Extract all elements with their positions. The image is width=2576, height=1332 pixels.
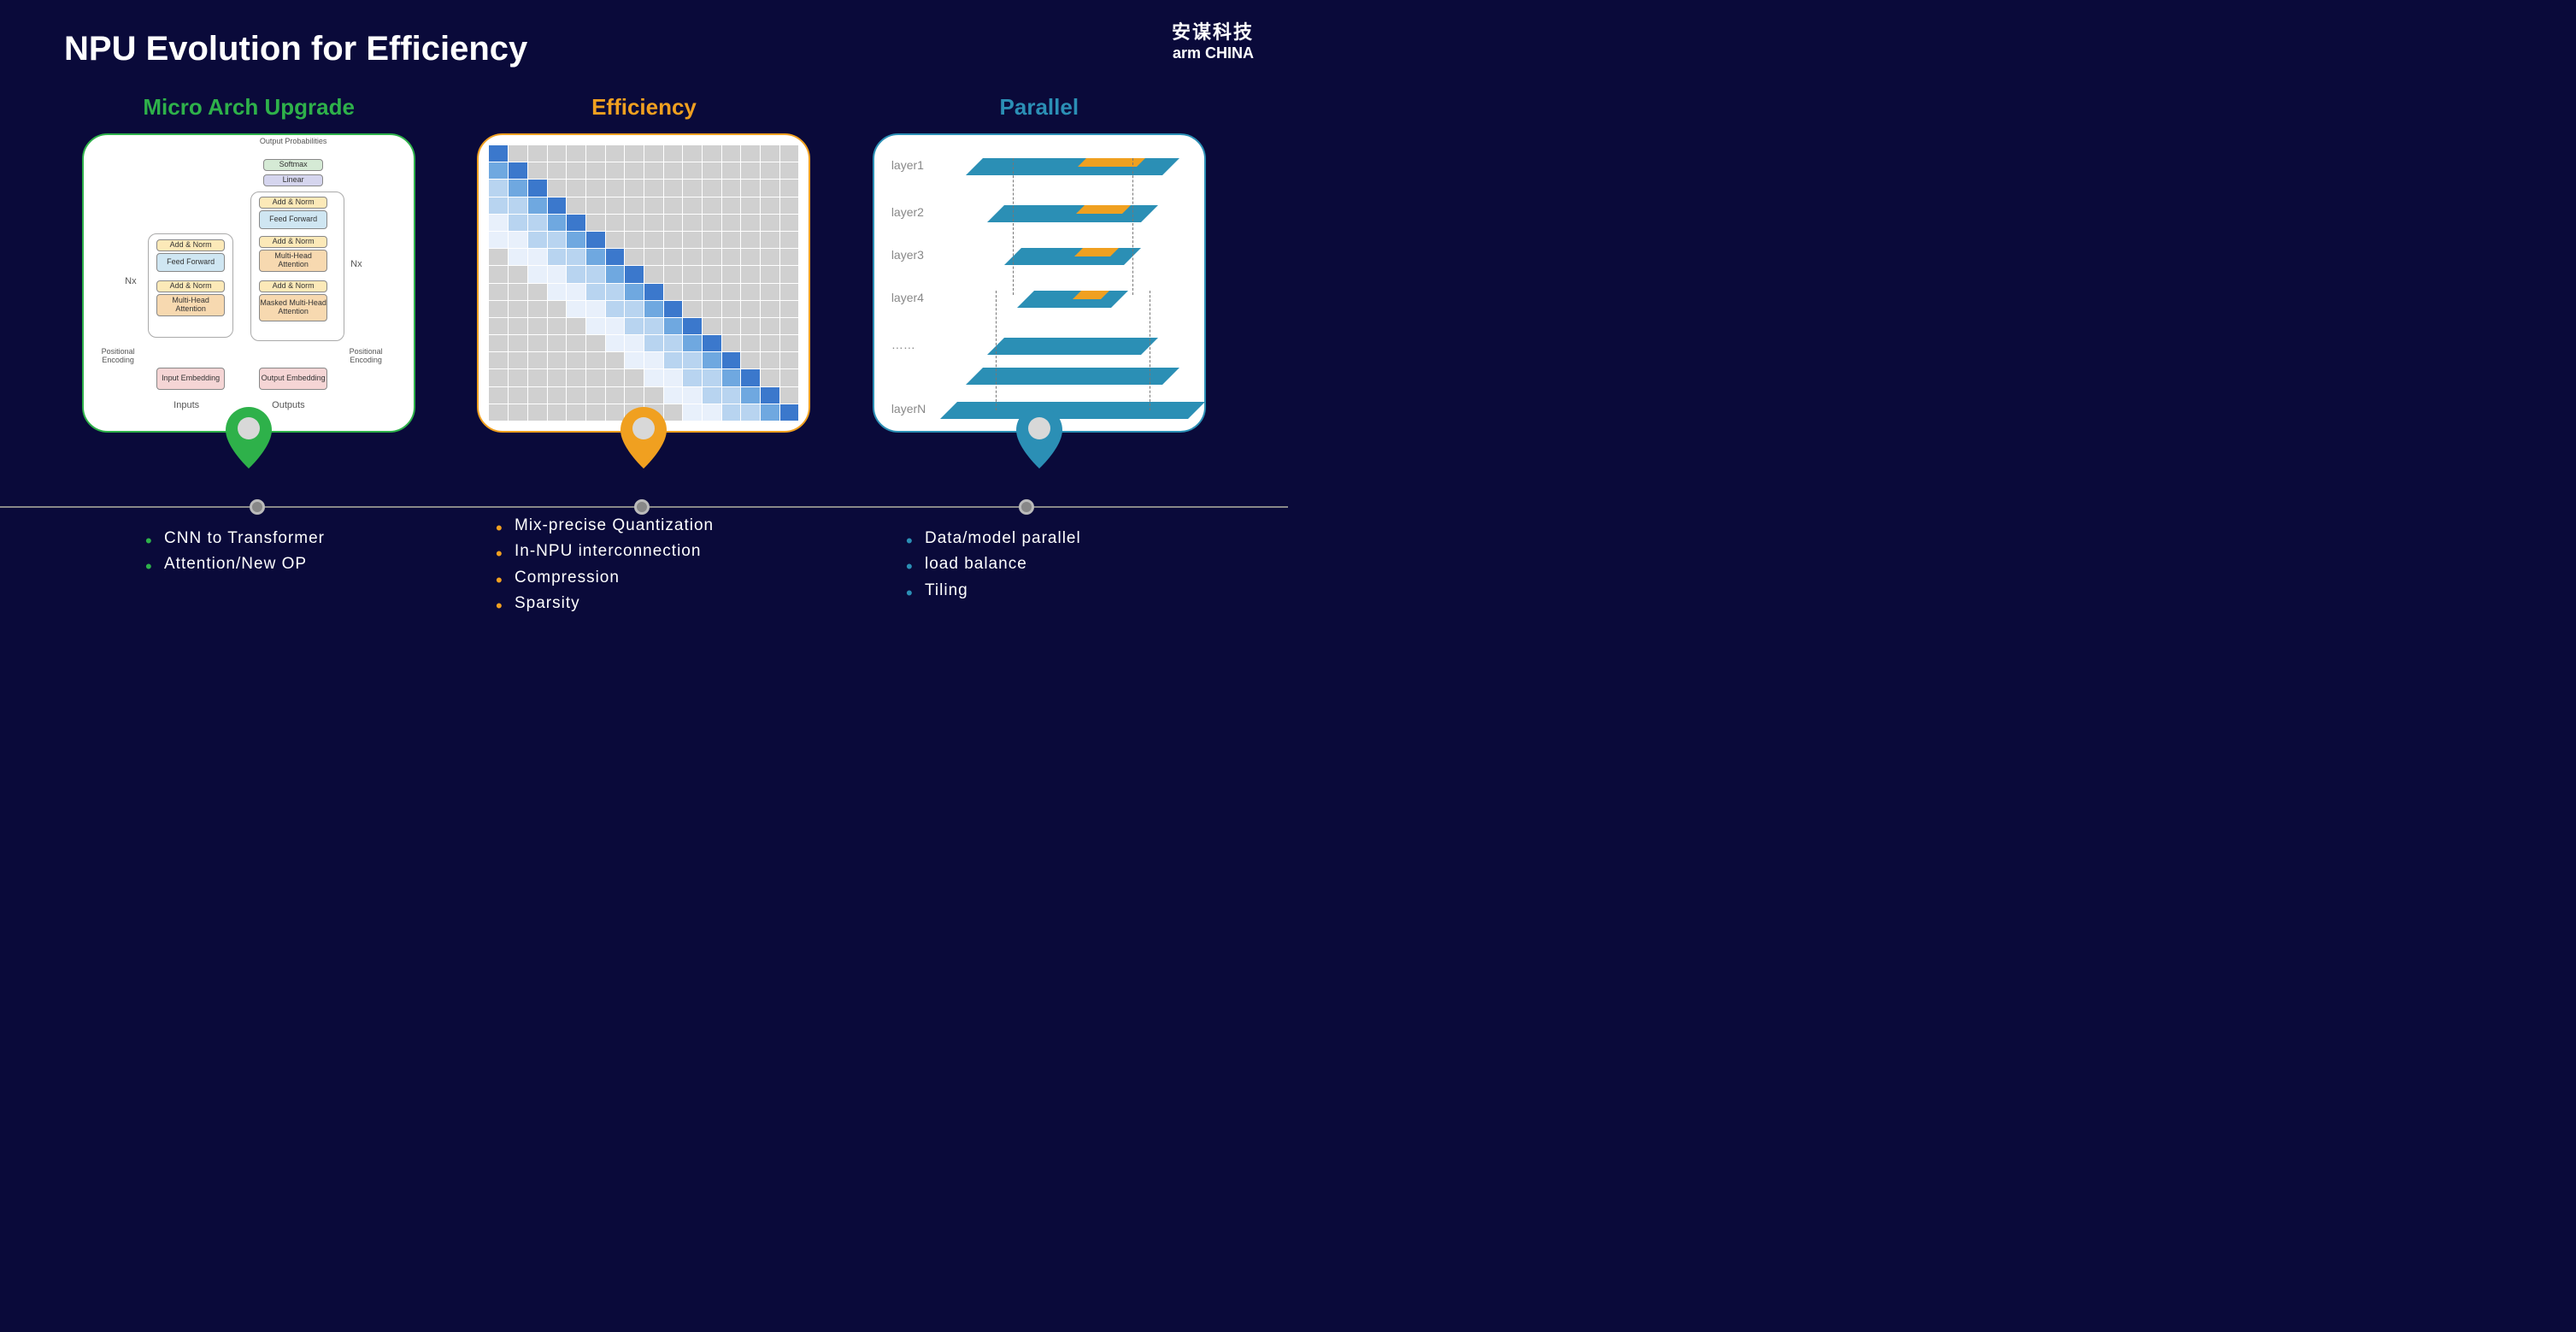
timeline-dot-3 xyxy=(1019,499,1034,515)
tfx-enc-ff: Feed Forward xyxy=(156,253,225,272)
bullet: Tiling xyxy=(906,578,1081,604)
tfx-inputs: Inputs xyxy=(173,400,199,410)
bullets-efficiency: Mix-precise Quantization In-NPU intercon… xyxy=(496,513,714,617)
sparsity-heatmap xyxy=(489,145,798,421)
layers-diagram: layer1 layer2 layer3 layer4 …… layerN xyxy=(885,145,1194,421)
tfx-enc-addnorm1: Add & Norm xyxy=(156,239,225,251)
layer-label: …… xyxy=(891,338,915,351)
col-header-efficiency: Efficiency xyxy=(591,94,697,121)
layer-plane xyxy=(987,338,1158,355)
tfx-linear: Linear xyxy=(263,174,323,186)
layer-plane xyxy=(966,368,1179,385)
layer-plane xyxy=(1004,248,1141,265)
layer-plane xyxy=(966,158,1179,175)
layer-highlight xyxy=(1078,158,1145,167)
tfx-dec-nx: Nx xyxy=(350,259,362,269)
tfx-dec-mmha: Masked Multi-Head Attention xyxy=(259,294,327,321)
bullet: Attention/New OP xyxy=(145,551,325,577)
bullet: load balance xyxy=(906,551,1081,577)
layer-highlight xyxy=(1076,205,1131,214)
layer-label: layerN xyxy=(891,402,926,416)
col-parallel: Parallel layer1layer2layer3layer4……layer… xyxy=(856,94,1223,469)
pin-icon-blue xyxy=(1016,407,1062,469)
logo-cn: 安谋科技 xyxy=(1172,17,1254,44)
tfx-dec-addnorm3: Add & Norm xyxy=(259,280,327,292)
tfx-softmax: Softmax xyxy=(263,159,323,171)
columns-row: Micro Arch Upgrade Output Probabilities … xyxy=(0,94,1288,469)
col-header-parallel: Parallel xyxy=(1000,94,1079,121)
bullet: Compression xyxy=(496,565,714,591)
page-title: NPU Evolution for Efficiency xyxy=(64,30,527,68)
card-transformer: Output Probabilities Softmax Linear Add … xyxy=(82,133,415,433)
pin-icon-green xyxy=(226,407,272,469)
bullet: In-NPU interconnection xyxy=(496,539,714,564)
tfx-enc-posenc: Positional Encoding xyxy=(92,347,144,364)
col-micro-arch: Micro Arch Upgrade Output Probabilities … xyxy=(65,94,432,469)
bullet: Sparsity xyxy=(496,591,714,616)
tfx-dec-mha: Multi-Head Attention xyxy=(259,250,327,272)
tfx-enc-nx: Nx xyxy=(125,276,136,286)
timeline xyxy=(0,506,1288,508)
card-layers: layer1 layer2 layer3 layer4 …… layerN xyxy=(873,133,1206,433)
col-efficiency: Efficiency xyxy=(460,94,827,469)
tfx-enc-mha: Multi-Head Attention xyxy=(156,294,225,316)
col-header-micro-arch: Micro Arch Upgrade xyxy=(143,94,355,121)
layer-plane xyxy=(1017,291,1128,308)
timeline-dot-1 xyxy=(250,499,265,515)
tfx-output-prob: Output Probabilities xyxy=(255,137,332,145)
tfx-enc-addnorm2: Add & Norm xyxy=(156,280,225,292)
layer-label: layer1 xyxy=(891,158,924,172)
card-sparsity-matrix xyxy=(477,133,810,433)
tfx-output-emb: Output Embedding xyxy=(259,368,327,390)
layer-label: layer2 xyxy=(891,205,924,219)
tfx-outputs: Outputs xyxy=(272,400,305,410)
logo: 安谋科技 arm CHINA xyxy=(1172,17,1254,62)
tfx-dec-addnorm2: Add & Norm xyxy=(259,236,327,248)
layer-label: layer4 xyxy=(891,291,924,304)
bullets-parallel: Data/model parallel load balance Tiling xyxy=(906,526,1081,604)
bullet: Data/model parallel xyxy=(906,526,1081,551)
tfx-dec-ff: Feed Forward xyxy=(259,210,327,229)
layer-label: layer3 xyxy=(891,248,924,262)
bullet: CNN to Transformer xyxy=(145,526,325,551)
bullets-micro-arch: CNN to Transformer Attention/New OP xyxy=(145,526,325,578)
tfx-input-emb: Input Embedding xyxy=(156,368,225,390)
pin-icon-orange xyxy=(620,407,667,469)
layer-plane xyxy=(940,402,1205,419)
logo-en: arm CHINA xyxy=(1172,44,1254,62)
bullet: Mix-precise Quantization xyxy=(496,513,714,539)
tfx-dec-addnorm1: Add & Norm xyxy=(259,197,327,209)
tfx-dec-posenc: Positional Encoding xyxy=(340,347,391,364)
